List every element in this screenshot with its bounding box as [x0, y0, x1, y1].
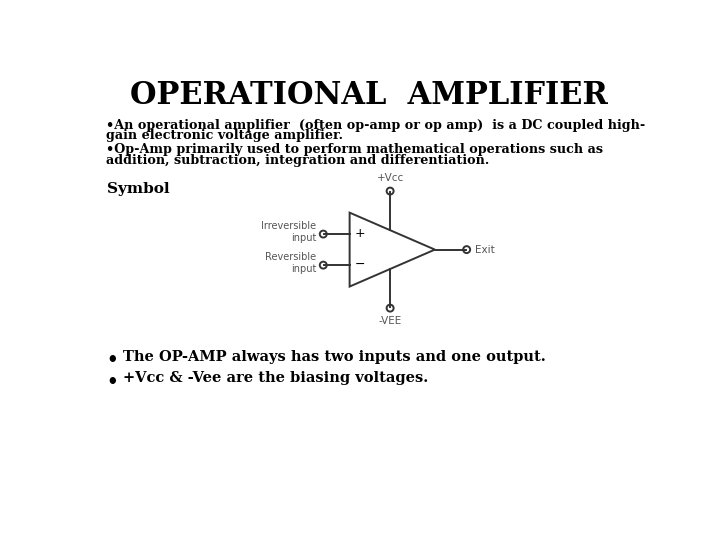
Text: The OP-AMP always has two inputs and one output.: The OP-AMP always has two inputs and one…: [122, 350, 545, 364]
Text: Symbol: Symbol: [107, 182, 170, 196]
Text: addition, subtraction, integration and differentiation.: addition, subtraction, integration and d…: [106, 154, 489, 167]
Text: Exit: Exit: [475, 245, 495, 254]
Text: •Op-Amp primarily used to perform mathematical operations such as: •Op-Amp primarily used to perform mathem…: [106, 143, 603, 157]
Text: OPERATIONAL  AMPLIFIER: OPERATIONAL AMPLIFIER: [130, 80, 608, 111]
Text: •An operational amplifier  (often op-amp or op amp)  is a DC coupled high-: •An operational amplifier (often op-amp …: [106, 119, 644, 132]
Text: Irreversible
input: Irreversible input: [261, 221, 316, 242]
Text: +Vcc & -Vee are the biasing voltages.: +Vcc & -Vee are the biasing voltages.: [122, 372, 428, 385]
Text: •: •: [106, 373, 117, 391]
Text: •: •: [106, 351, 117, 369]
Text: -VEE: -VEE: [379, 316, 402, 326]
Text: Reversible
input: Reversible input: [265, 252, 316, 274]
Text: +Vcc: +Vcc: [377, 173, 404, 184]
Text: −: −: [355, 258, 366, 271]
Text: gain electronic voltage amplifier.: gain electronic voltage amplifier.: [106, 130, 343, 143]
Text: +: +: [355, 227, 366, 240]
